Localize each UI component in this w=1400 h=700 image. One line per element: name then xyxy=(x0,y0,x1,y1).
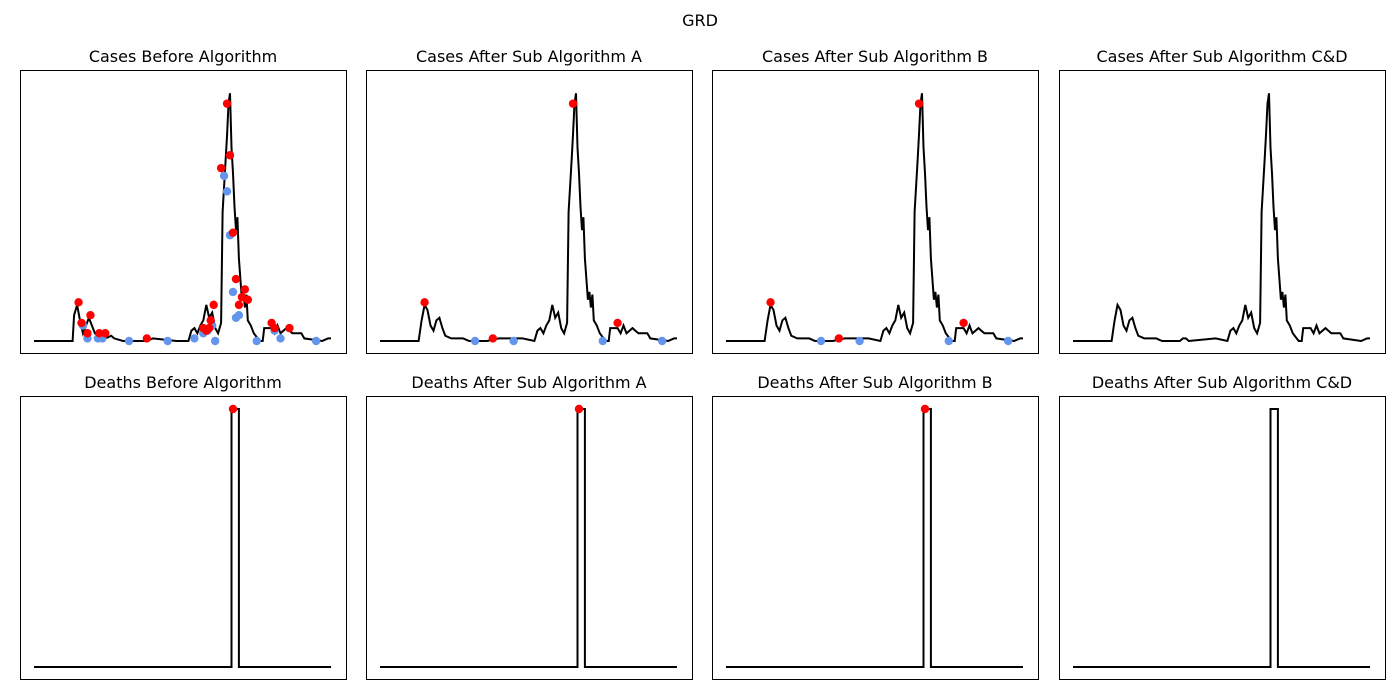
subplot-title: Deaths After Sub Algorithm A xyxy=(411,373,646,392)
peak-point xyxy=(205,323,214,333)
peak-point xyxy=(95,329,104,338)
peak-point xyxy=(142,334,152,343)
series-line xyxy=(726,93,1023,343)
peak-point xyxy=(234,300,244,310)
peak-point xyxy=(914,99,924,108)
subplot-4: Cases After Sub Algorithm C&D xyxy=(1059,47,1386,354)
subplot-title: Cases After Sub Algorithm B xyxy=(762,47,988,66)
subplot-title: Deaths After Sub Algorithm B xyxy=(757,373,992,392)
series-line xyxy=(1073,408,1370,668)
subplot-title: Cases Before Algorithm xyxy=(89,47,277,66)
axes-frame xyxy=(1059,70,1386,354)
subplot-title: Deaths After Sub Algorithm C&D xyxy=(1092,373,1352,392)
peak-point xyxy=(225,151,235,160)
subplot-1: Cases Before Algorithm xyxy=(20,47,347,354)
trough-point xyxy=(509,336,518,346)
peak-point xyxy=(209,300,218,310)
peak-point xyxy=(240,285,250,294)
trough-point xyxy=(252,336,261,346)
trough-point xyxy=(210,336,220,346)
figure-title: GRD xyxy=(682,11,718,30)
axes-frame xyxy=(712,396,1039,680)
trough-point xyxy=(944,336,953,346)
trough-point xyxy=(598,336,607,346)
peak-point xyxy=(231,274,241,284)
peak-point xyxy=(920,404,930,414)
series-line xyxy=(380,408,677,668)
axes-frame xyxy=(712,70,1039,354)
axes-frame xyxy=(366,396,693,680)
trough-point xyxy=(1003,336,1013,346)
peak-point xyxy=(222,99,232,108)
peak-point xyxy=(206,316,215,325)
subplot-title: Cases After Sub Algorithm A xyxy=(416,47,642,66)
trough-point xyxy=(816,336,826,346)
peak-point xyxy=(959,318,968,328)
trough-point xyxy=(276,334,285,343)
peak-point xyxy=(420,298,429,307)
subplot-2: Cases After Sub Algorithm A xyxy=(366,47,693,354)
trough-point xyxy=(311,336,321,346)
trough-point xyxy=(228,287,238,297)
trough-point xyxy=(190,334,199,343)
axes-frame xyxy=(366,70,693,354)
trough-point xyxy=(657,336,667,346)
peak-point xyxy=(766,298,775,307)
subplot-5: Deaths Before Algorithm xyxy=(20,373,347,680)
peak-point xyxy=(834,334,844,343)
peak-point xyxy=(574,404,584,414)
axes-frame xyxy=(1059,396,1386,680)
series-line xyxy=(726,408,1023,668)
peak-point xyxy=(488,334,498,343)
series-line xyxy=(380,93,677,343)
subplot-7: Deaths After Sub Algorithm B xyxy=(712,373,1039,680)
peak-point xyxy=(285,323,294,333)
peak-point xyxy=(83,329,92,338)
peak-point xyxy=(77,318,86,328)
subplot-title: Deaths Before Algorithm xyxy=(84,373,282,392)
trough-point xyxy=(234,311,244,320)
subplot-title: Cases After Sub Algorithm C&D xyxy=(1096,47,1347,66)
trough-point xyxy=(470,336,480,346)
series-line xyxy=(34,408,331,668)
axes-frame xyxy=(20,396,347,680)
trough-point xyxy=(219,171,229,181)
peak-point xyxy=(270,323,279,333)
peak-point xyxy=(243,295,253,304)
trough-point xyxy=(222,187,232,196)
subplot-3: Cases After Sub Algorithm B xyxy=(712,47,1039,354)
peak-point xyxy=(74,298,83,307)
subplot-8: Deaths After Sub Algorithm C&D xyxy=(1059,373,1386,680)
peak-point xyxy=(613,318,622,328)
peak-point xyxy=(216,163,226,173)
trough-point xyxy=(124,336,134,346)
axes-frame xyxy=(20,70,347,354)
peak-point xyxy=(228,404,238,414)
trough-point xyxy=(163,336,172,346)
peak-point xyxy=(568,99,578,108)
peak-point xyxy=(228,228,238,237)
trough-point xyxy=(855,336,864,346)
peak-point xyxy=(101,329,110,338)
peak-point xyxy=(86,311,95,320)
subplot-6: Deaths After Sub Algorithm A xyxy=(366,373,693,680)
series-line xyxy=(1073,93,1370,343)
